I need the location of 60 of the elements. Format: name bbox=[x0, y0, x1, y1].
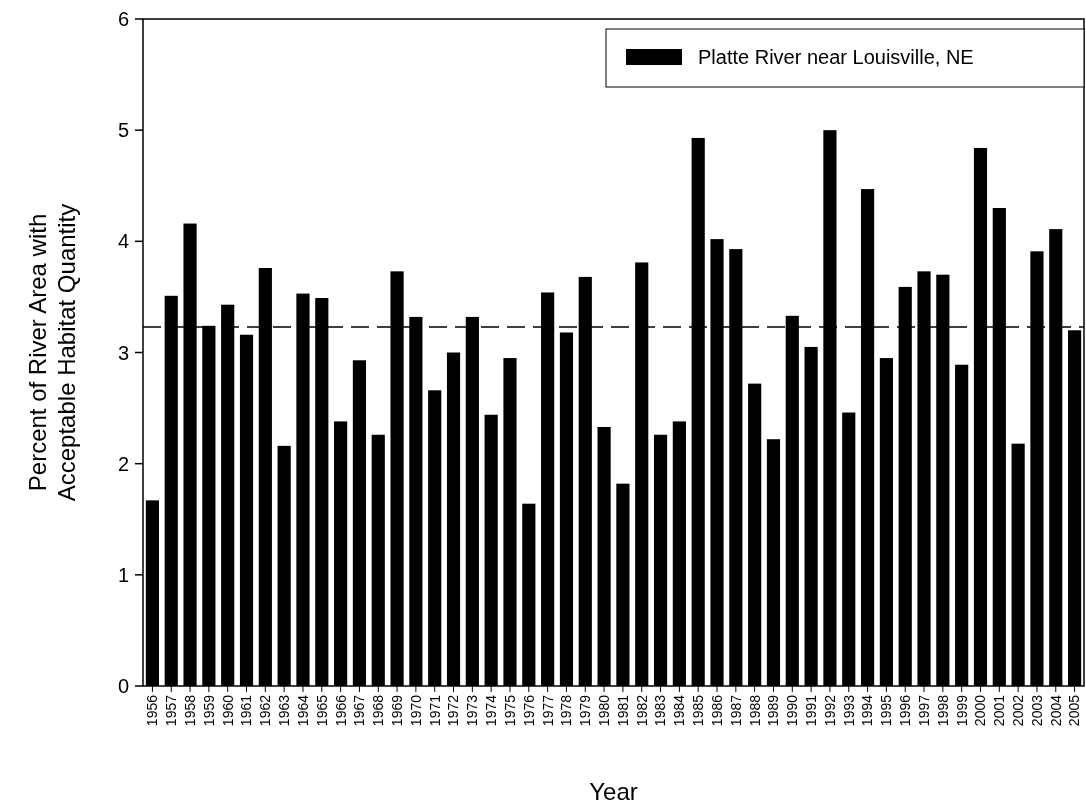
x-tick-label: 1989 bbox=[765, 694, 782, 727]
y-tick-label: 1 bbox=[117, 563, 129, 586]
x-tick-label: 1961 bbox=[238, 694, 255, 727]
x-tick-label: 1959 bbox=[200, 694, 217, 727]
x-tick-label: 1970 bbox=[407, 694, 424, 727]
x-tick-label: 1990 bbox=[784, 694, 801, 727]
legend-label: Platte River near Louisville, NE bbox=[698, 46, 974, 68]
x-tick-label: 2002 bbox=[1010, 694, 1027, 727]
x-tick-label: 1963 bbox=[276, 694, 293, 727]
x-tick-label: 1981 bbox=[614, 694, 631, 727]
y-tick-label: 6 bbox=[117, 8, 129, 30]
x-tick-label: 1978 bbox=[558, 694, 575, 727]
x-tick-label: 1962 bbox=[257, 694, 274, 727]
x-tick-label: 1985 bbox=[690, 694, 707, 727]
x-tick-label: 1974 bbox=[483, 694, 500, 727]
x-tick-label: 2005 bbox=[1066, 694, 1083, 727]
x-tick-label: 1993 bbox=[840, 694, 857, 727]
x-tick-label: 1976 bbox=[520, 694, 537, 727]
x-tick-label: 1971 bbox=[426, 694, 443, 727]
x-tick-label: 2000 bbox=[972, 694, 989, 727]
x-tick-label: 1967 bbox=[351, 694, 368, 727]
x-tick-label: 1980 bbox=[595, 694, 612, 727]
x-tick-label: 1988 bbox=[746, 694, 763, 727]
x-tick-label: 1994 bbox=[859, 694, 876, 727]
y-tick-label: 2 bbox=[117, 452, 129, 475]
x-tick-label: 1986 bbox=[708, 694, 725, 727]
x-tick-label: 1995 bbox=[878, 694, 895, 727]
y-axis-title: Percent of River Area with Acceptable Habitat Quantity bbox=[24, 203, 80, 502]
x-tick-label: 2003 bbox=[1028, 694, 1045, 727]
x-tick-label: 1969 bbox=[388, 694, 405, 727]
y-tick-label: 5 bbox=[117, 119, 129, 142]
x-tick-label: 2004 bbox=[1047, 694, 1064, 727]
y-tick-label: 3 bbox=[117, 341, 129, 364]
x-tick-label: 1975 bbox=[501, 694, 518, 727]
x-tick-label: 1982 bbox=[633, 694, 650, 727]
x-tick-label: 1960 bbox=[219, 694, 236, 727]
x-tick-label: 1972 bbox=[445, 694, 462, 727]
y-tick-label: 4 bbox=[117, 230, 129, 253]
x-tick-label: 1987 bbox=[727, 694, 744, 727]
x-tick-label: 2001 bbox=[991, 694, 1008, 727]
x-tick-label: 1984 bbox=[671, 694, 688, 727]
x-tick-label: 1998 bbox=[934, 694, 951, 727]
x-tick-label: 1992 bbox=[821, 694, 838, 727]
x-tick-label: 1968 bbox=[370, 694, 387, 727]
x-tick-label: 1956 bbox=[144, 694, 161, 727]
x-tick-label: 1964 bbox=[294, 694, 311, 727]
x-tick-label: 1958 bbox=[181, 694, 198, 727]
x-axis-title: Year bbox=[589, 778, 638, 805]
x-tick-label: 1996 bbox=[897, 694, 914, 727]
x-tick-label: 1979 bbox=[577, 694, 594, 727]
x-tick-label: 1991 bbox=[803, 694, 820, 727]
x-tick-label: 1973 bbox=[464, 694, 481, 727]
x-tick-label: 1997 bbox=[915, 694, 932, 727]
y-tick-label: 0 bbox=[117, 675, 129, 697]
x-tick-label: 1999 bbox=[953, 694, 970, 727]
x-tick-label: 1966 bbox=[332, 694, 349, 727]
x-tick-label: 1957 bbox=[163, 694, 180, 727]
x-tick-label: 1965 bbox=[313, 694, 330, 727]
x-tick-label: 1977 bbox=[539, 694, 556, 727]
x-tick-label: 1983 bbox=[652, 694, 669, 727]
